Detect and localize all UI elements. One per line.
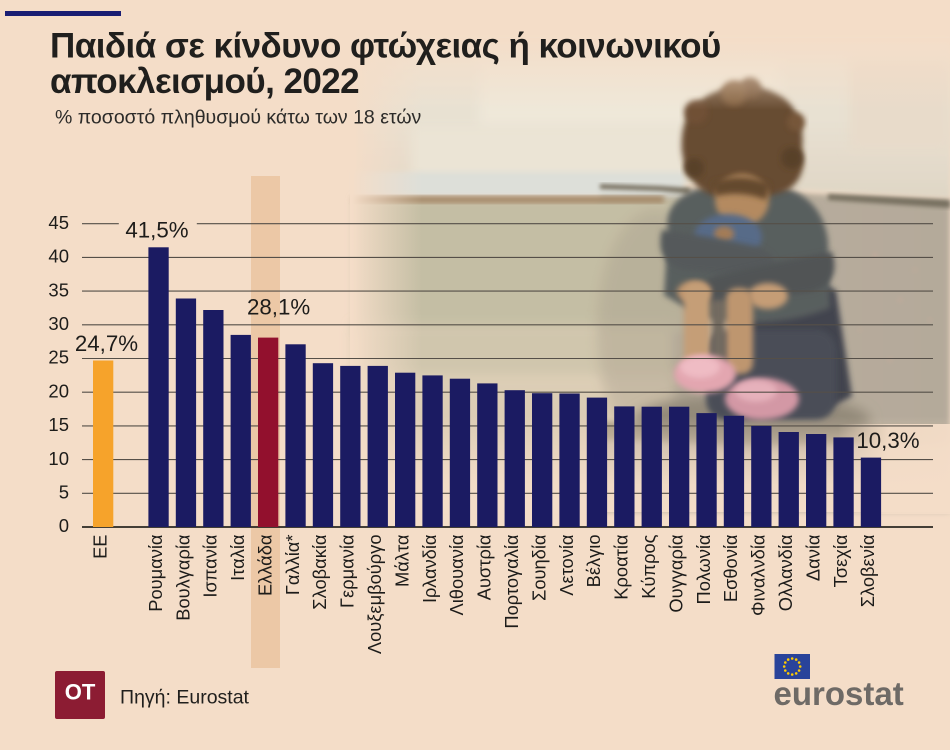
svg-text:Γαλλία*: Γαλλία* — [282, 535, 303, 596]
svg-text:Λετονία: Λετονία — [556, 534, 577, 596]
svg-text:20: 20 — [48, 380, 69, 401]
svg-text:Ολλανδία: Ολλανδία — [775, 534, 796, 611]
svg-text:10: 10 — [48, 448, 69, 469]
svg-text:Εσθονία: Εσθονία — [720, 534, 741, 602]
svg-text:Σουηδία: Σουηδία — [528, 534, 549, 601]
svg-text:45: 45 — [48, 212, 69, 233]
svg-text:24,7%: 24,7% — [75, 331, 138, 356]
svg-text:Ελλάδα: Ελλάδα — [254, 534, 275, 596]
svg-text:0: 0 — [59, 515, 69, 536]
svg-text:Σλοβενία: Σλοβενία — [857, 534, 878, 607]
svg-text:ΕΕ: ΕΕ — [90, 535, 111, 559]
svg-text:Λουξεμβούργο: Λουξεμβούργο — [364, 535, 385, 655]
svg-text:Φιναλνδία: Φιναλνδία — [748, 534, 769, 616]
svg-text:eurostat: eurostat — [774, 675, 904, 712]
svg-text:15: 15 — [48, 414, 69, 435]
svg-text:Τσεχία: Τσεχία — [830, 534, 851, 587]
svg-text:Πορτογαλία: Πορτογαλία — [501, 534, 522, 629]
svg-text:Ρουμανία: Ρουμανία — [145, 534, 166, 612]
svg-text:Δανία: Δανία — [802, 534, 823, 581]
svg-text:Βέλγιο: Βέλγιο — [583, 535, 604, 588]
svg-text:Κύπρος: Κύπρος — [638, 534, 659, 598]
svg-text:Ιρλανδία: Ιρλανδία — [419, 534, 440, 603]
svg-text:10,3%: 10,3% — [856, 428, 919, 453]
svg-text:30: 30 — [48, 313, 69, 334]
svg-text:Πολωνία: Πολωνία — [693, 534, 714, 604]
svg-text:Ιταλία: Ιταλία — [227, 534, 248, 581]
svg-text:40: 40 — [48, 246, 69, 267]
svg-text:Μάλτα: Μάλτα — [391, 534, 412, 587]
svg-text:Λιθουανία: Λιθουανία — [446, 534, 467, 615]
svg-text:5: 5 — [59, 482, 69, 503]
svg-text:28,1%: 28,1% — [247, 295, 310, 320]
svg-text:25: 25 — [48, 347, 69, 368]
svg-text:Αυστρία: Αυστρία — [474, 534, 495, 600]
svg-text:Παιδιά σε κίνδυνο φτώχειας ή κ: Παιδιά σε κίνδυνο φτώχειας ή κοινωνικού — [50, 27, 721, 66]
svg-text:Κροατία: Κροατία — [611, 534, 632, 600]
svg-text:Σλοβακία: Σλοβακία — [309, 534, 330, 610]
svg-text:35: 35 — [48, 279, 69, 300]
svg-text:Ισπανία: Ισπανία — [200, 534, 221, 597]
svg-text:Βουλγαρία: Βουλγαρία — [172, 534, 193, 621]
svg-text:41,5%: 41,5% — [125, 218, 188, 243]
svg-text:Ουγγαρία: Ουγγαρία — [665, 534, 686, 613]
svg-text:αποκλεισμού, 2022: αποκλεισμού, 2022 — [50, 62, 359, 101]
svg-text:OT: OT — [65, 680, 96, 705]
svg-text:Πηγή: Eurostat: Πηγή: Eurostat — [120, 687, 250, 709]
svg-text:% ποσοστό πληθυσμού κάτω των 1: % ποσοστό πληθυσμού κάτω των 18 ετών — [55, 107, 421, 129]
svg-text:Γερμανία: Γερμανία — [337, 534, 358, 608]
